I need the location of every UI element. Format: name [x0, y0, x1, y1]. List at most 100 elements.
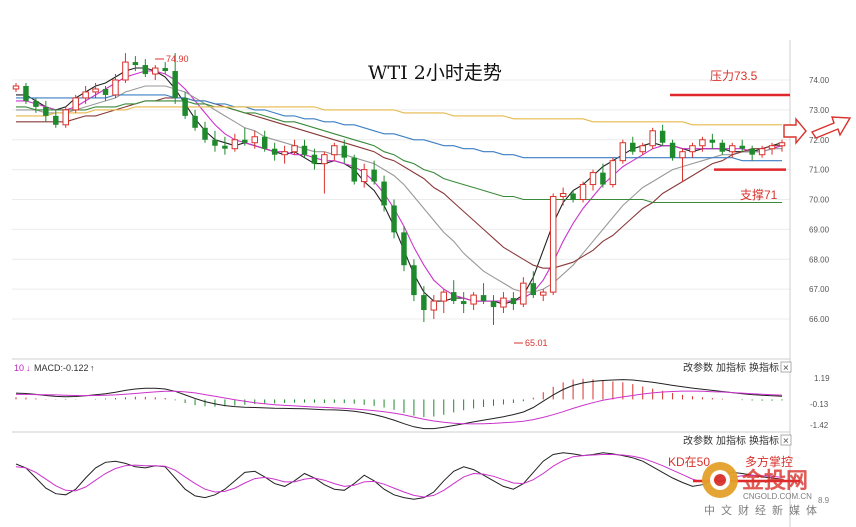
candle [72, 94, 79, 113]
y-tick-label: 73.00 [809, 106, 830, 115]
candle [182, 91, 188, 119]
macd-edit-params-button[interactable]: 改参数 [683, 361, 713, 374]
candle [649, 127, 656, 149]
close-icon: ✕ [783, 364, 790, 373]
candle [341, 139, 348, 164]
candle [758, 145, 766, 158]
watermark-tick: 8.9 [818, 496, 830, 505]
candle [251, 130, 258, 149]
candle [589, 169, 597, 191]
watermark-slogan: 中文财经新媒体 [704, 503, 823, 517]
candle [470, 292, 477, 311]
candle [112, 74, 119, 98]
candle [162, 62, 168, 75]
y-tick-label: 72.00 [809, 136, 830, 145]
candle [12, 82, 20, 92]
candle [82, 85, 89, 104]
watermark-domain: CNGOLD.COM.CN [743, 492, 812, 501]
candle [739, 139, 745, 152]
kd-lines [15, 452, 783, 500]
candle [102, 85, 109, 101]
candle [709, 133, 716, 149]
candle [609, 157, 617, 188]
ma-line-5 [16, 100, 782, 204]
candle [122, 53, 129, 83]
macd-add-indicator-button[interactable]: 加指标 [716, 361, 746, 374]
kd-d-line [15, 454, 783, 498]
macd-lines [15, 379, 783, 430]
ma-line-4 [16, 94, 782, 162]
arrow-right-icon [783, 117, 807, 145]
candle [192, 109, 198, 131]
y-tick-label: 67.00 [809, 285, 830, 294]
candle [371, 160, 377, 185]
kd-add-indicator-button[interactable]: 加指标 [716, 434, 746, 447]
candle [619, 139, 627, 164]
candle [778, 139, 786, 152]
ma-line-6 [16, 106, 782, 126]
candle [559, 187, 567, 206]
candle [600, 163, 606, 188]
ma-line-2 [16, 85, 782, 293]
candle [570, 190, 576, 203]
candle [520, 277, 527, 308]
candle [729, 142, 736, 158]
candle [719, 139, 726, 155]
candle [261, 130, 268, 152]
candle [500, 292, 507, 314]
candle [202, 121, 208, 143]
candle [669, 139, 676, 161]
kd-k-line [15, 452, 783, 500]
y-tick-label: 74.00 [809, 76, 830, 85]
candle [510, 292, 517, 311]
candle [381, 175, 387, 212]
candle [142, 59, 149, 78]
macd-tick-2: -1.42 [810, 421, 829, 430]
candle [23, 82, 29, 104]
macd-close-button[interactable]: ✕ [780, 361, 792, 373]
candle [630, 136, 636, 155]
candle [33, 97, 39, 113]
candle [460, 292, 467, 314]
candle [291, 139, 298, 155]
candle [271, 142, 278, 161]
candle [281, 145, 288, 164]
candle [92, 82, 99, 98]
macd-switch-indicator-button[interactable]: 换指标 [749, 361, 779, 374]
candle [549, 193, 557, 296]
support-label: 支撑71 [740, 187, 778, 202]
y-axis-ticks: 74.00 73.00 72.00 71.00 70.00 69.00 68.00 67.00… [809, 76, 830, 324]
y-tick-label: 71.00 [809, 166, 830, 175]
candle [490, 295, 497, 325]
candle [749, 145, 755, 161]
candle [421, 286, 427, 322]
kd-note: KD在50 [668, 455, 710, 469]
candle [152, 65, 159, 80]
macd-up-arrow-icon: ↑ [90, 363, 95, 373]
candle [480, 283, 487, 305]
kd-close-button[interactable]: ✕ [780, 434, 792, 446]
candle [321, 151, 328, 194]
candle [222, 136, 228, 155]
candle [540, 289, 547, 302]
y-tick-label: 70.00 [809, 196, 830, 205]
candle [301, 139, 308, 158]
candle [699, 136, 706, 152]
candle [242, 127, 248, 146]
candle [172, 53, 178, 104]
macd-prefix: 10 [14, 363, 24, 373]
watermark-logo: 金投网 CNGOLD.COM.CN 8.9 中文财经新媒体 [702, 462, 830, 517]
close-icon: ✕ [783, 437, 790, 446]
candle [639, 142, 646, 155]
kd-edit-params-button[interactable]: 改参数 [683, 434, 713, 447]
high-label: 74.90 [166, 54, 189, 64]
macd-tick-0: 1.19 [814, 374, 830, 383]
candle [659, 124, 666, 146]
kd-switch-indicator-button[interactable]: 换指标 [749, 434, 779, 447]
candle [401, 226, 407, 272]
candle [579, 181, 587, 203]
candle [351, 154, 357, 185]
macd-down-arrow-icon: ↓ [26, 363, 31, 373]
candle [62, 106, 69, 128]
